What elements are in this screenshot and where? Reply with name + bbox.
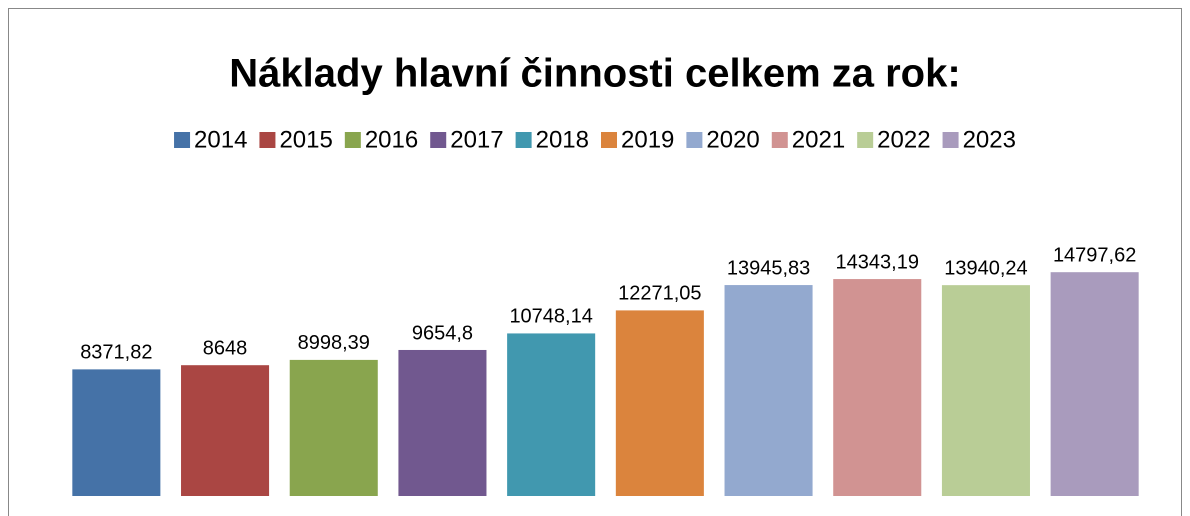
bar — [724, 285, 813, 496]
bar — [833, 279, 922, 496]
legend-swatch — [601, 132, 617, 148]
legend-swatch — [515, 132, 532, 148]
data-label: 13945,83 — [727, 257, 810, 279]
legend-label: 2022 — [877, 126, 930, 153]
chart-title: Náklady hlavní činnosti celkem za rok: — [229, 52, 960, 96]
data-label: 8648 — [203, 337, 248, 359]
legend-label: 2016 — [365, 126, 418, 153]
data-label: 8371,82 — [80, 342, 152, 364]
bar — [289, 359, 378, 496]
legend-label: 2017 — [450, 126, 503, 153]
bar — [1050, 272, 1139, 496]
legend-swatch — [686, 132, 703, 148]
legend-swatch — [857, 132, 874, 148]
legend-label: 2020 — [706, 126, 759, 153]
data-label: 12271,05 — [618, 283, 701, 305]
legend-swatch — [430, 132, 447, 148]
legend-swatch — [174, 132, 191, 148]
legend-swatch — [259, 132, 276, 148]
legend: 2014 2015 2016 2017 2018 2019 2020 2021 2022 2023 — [174, 126, 1016, 153]
bar — [181, 365, 270, 496]
legend-swatch — [344, 132, 361, 148]
legend-label: 2015 — [279, 126, 332, 153]
legend-swatch — [942, 132, 959, 148]
bar — [398, 349, 487, 496]
data-label: 8998,39 — [298, 332, 370, 354]
legend-label: 2021 — [792, 126, 845, 153]
bar — [615, 310, 704, 496]
bar — [72, 369, 161, 496]
legend-swatch — [771, 132, 788, 148]
data-label: 9654,8 — [412, 322, 473, 344]
legend-label: 2018 — [536, 126, 589, 153]
data-label: 14343,19 — [836, 251, 919, 273]
data-label: 14797,62 — [1053, 244, 1136, 266]
bar — [507, 333, 596, 496]
legend-label: 2023 — [963, 126, 1016, 153]
legend-label: 2014 — [194, 126, 247, 153]
data-label: 10748,14 — [509, 306, 592, 328]
legend-label: 2019 — [621, 126, 674, 153]
bar — [941, 285, 1030, 496]
data-label: 13940,24 — [944, 257, 1027, 279]
